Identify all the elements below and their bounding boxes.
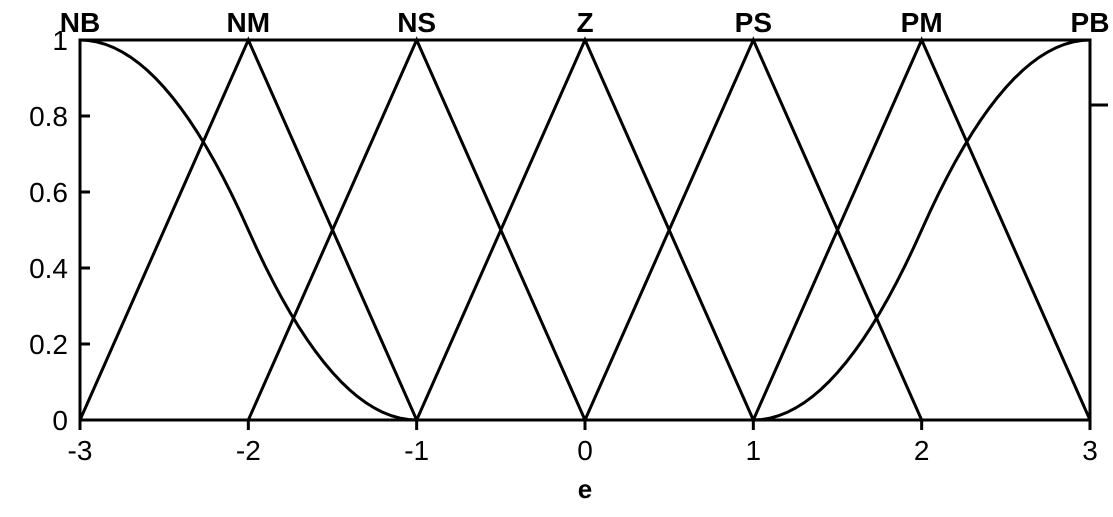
term-label-PS: PS <box>735 7 772 38</box>
term-label-PB: PB <box>1071 7 1110 38</box>
term-label-Z: Z <box>576 7 593 38</box>
mf-PB <box>80 40 1090 420</box>
y-tick-label: 0.6 <box>29 177 68 208</box>
term-label-NS: NS <box>397 7 436 38</box>
mf-NS <box>80 40 1090 420</box>
x-tick-label: 0 <box>577 435 593 466</box>
term-label-NM: NM <box>227 7 271 38</box>
plot-area <box>80 40 1090 420</box>
term-label-PM: PM <box>901 7 943 38</box>
mf-PM <box>80 40 1090 420</box>
y-tick-label: 0.8 <box>29 101 68 132</box>
x-tick-label: 3 <box>1082 435 1098 466</box>
mf-Z <box>80 40 1090 420</box>
y-tick-label: 0.4 <box>29 253 68 284</box>
x-ticks: -3 -2 -1 0 1 2 3 <box>68 420 1098 466</box>
x-tick-label: 2 <box>914 435 930 466</box>
x-tick-label: -2 <box>236 435 261 466</box>
term-label-NB: NB <box>60 7 100 38</box>
x-axis-label: e <box>578 474 592 504</box>
x-tick-label: 1 <box>746 435 762 466</box>
term-labels: NB NM NS Z PS PM PB <box>60 7 1110 38</box>
membership-chart: 00.20.40.60.81 -3-2-10123 NBNMNSZPSPMPB … <box>0 0 1113 517</box>
x-tick-label: -3 <box>68 435 93 466</box>
x-tick-label: -1 <box>404 435 429 466</box>
y-tick-label: 0 <box>52 405 68 436</box>
membership-curves <box>80 40 1090 420</box>
mf-NB <box>80 40 1090 420</box>
mf-PS <box>80 40 1090 420</box>
y-tick-label: 0.2 <box>29 329 68 360</box>
mf-NM <box>80 40 1090 420</box>
